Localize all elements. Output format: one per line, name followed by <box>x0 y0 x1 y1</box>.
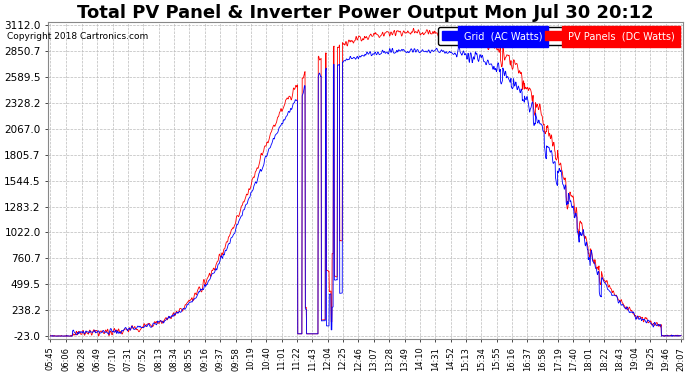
PV Panels  (DC Watts) <box>677 333 685 338</box>
Title: Total PV Panel & Inverter Power Output Mon Jul 30 20:12: Total PV Panel & Inverter Power Output M… <box>77 4 654 22</box>
Grid  (AC Watts) <box>47 334 55 338</box>
Text: Copyright 2018 Cartronics.com: Copyright 2018 Cartronics.com <box>7 32 148 41</box>
PV Panels  (DC Watts) <box>544 123 552 128</box>
PV Panels  (DC Watts) <box>659 333 667 338</box>
PV Panels  (DC Watts) <box>79 328 87 333</box>
Line: Grid  (AC Watts): Grid (AC Watts) <box>50 46 681 336</box>
PV Panels  (DC Watts) <box>46 333 55 338</box>
Grid  (AC Watts) <box>544 144 552 148</box>
Legend: Grid  (AC Watts), PV Panels  (DC Watts): Grid (AC Watts), PV Panels (DC Watts) <box>437 27 678 45</box>
Grid  (AC Watts) <box>337 291 345 296</box>
PV Panels  (DC Watts) <box>353 38 362 42</box>
Grid  (AC Watts) <box>79 330 87 334</box>
Grid  (AC Watts) <box>659 334 667 338</box>
Grid  (AC Watts) <box>46 334 55 338</box>
Grid  (AC Watts) <box>659 334 667 338</box>
PV Panels  (DC Watts) <box>337 238 345 243</box>
PV Panels  (DC Watts) <box>659 333 667 338</box>
Grid  (AC Watts) <box>353 54 362 59</box>
Grid  (AC Watts) <box>677 333 685 338</box>
PV Panels  (DC Watts) <box>47 334 55 338</box>
Line: PV Panels  (DC Watts): PV Panels (DC Watts) <box>50 28 681 336</box>
Grid  (AC Watts) <box>455 44 463 48</box>
PV Panels  (DC Watts) <box>409 26 417 31</box>
